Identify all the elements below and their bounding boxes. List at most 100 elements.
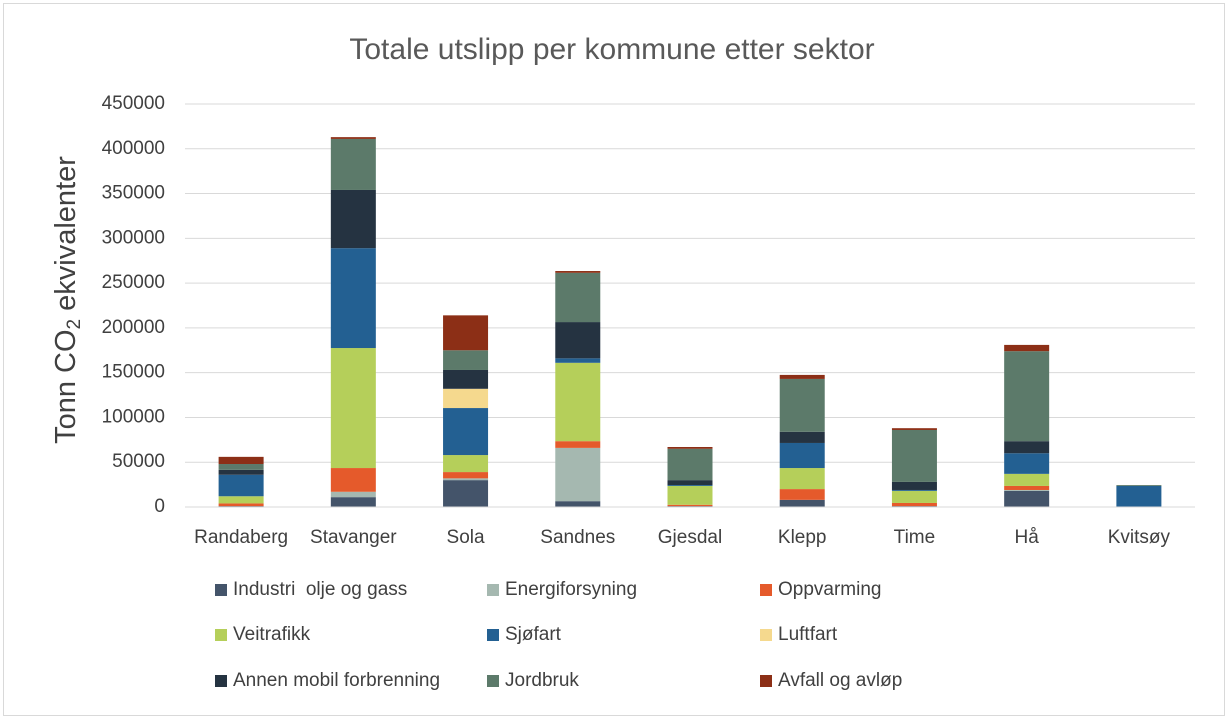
bar-segment [330,348,376,469]
bar-segment [1004,485,1050,490]
bar-segment [779,499,825,507]
legend-swatch [215,675,227,687]
bar-segment [443,472,489,479]
bar-segment [218,464,264,470]
legend-swatch [215,629,227,641]
bar-segment [1004,453,1050,474]
legend-swatch [487,584,499,596]
bar-segment [891,490,937,503]
y-axis-label-text: Tonn CO [50,329,82,443]
y-tick-label: 50000 [112,451,165,472]
legend-label: Oppvarming [778,579,882,600]
y-tick-label: 300000 [102,227,165,248]
bar-segment [891,428,937,430]
legend-label: Sjøfart [505,624,562,645]
bar-segment [1004,490,1050,507]
bar-segment [779,442,825,469]
bar-segment [443,315,489,351]
bar-segment [443,455,489,473]
y-tick-label: 250000 [102,272,165,293]
legend-swatch [760,629,772,641]
bar-segment [330,138,376,190]
bar-segment [443,480,489,507]
bar-segment [667,485,713,505]
bar-segment [555,362,601,442]
legend-swatch [215,584,227,596]
bar-segment [443,408,489,456]
bar-segment [667,480,713,486]
bar-segment [667,448,713,481]
y-tick-label: 200000 [102,317,165,338]
bar-segment [218,474,264,497]
bar-segment [555,501,601,507]
bar-segment [330,248,376,349]
bar-segment [555,272,601,323]
bar-segment [1116,485,1162,507]
bar-segment [891,429,937,482]
bar-segment [218,503,264,507]
bar-segment [218,469,264,475]
x-tick-label: Klepp [778,527,827,548]
y-tick-label: 0 [154,496,165,517]
bar-segment [667,446,713,449]
bar-segment [555,358,601,363]
bar-segment [330,137,376,139]
bar-segment [1004,473,1050,486]
bar-segment [330,189,376,249]
legend-label: Industri olje og gass [233,579,407,600]
y-tick-label: 450000 [102,93,165,114]
y-tick-label: 400000 [102,138,165,159]
bar-segment [330,497,376,507]
legend-label: Energiforsyning [505,579,637,600]
legend-label: Jordbruk [505,670,579,691]
legend-label: Avfall og avløp [778,670,902,691]
bar-segment [1004,489,1050,491]
bar-segment [667,485,713,486]
y-tick-label: 150000 [102,362,165,383]
legend-swatch [487,629,499,641]
x-tick-label: Sola [447,527,485,548]
legend-swatch [760,584,772,596]
bar-segment [779,374,825,379]
y-tick-label: 350000 [102,183,165,204]
x-tick-label: Gjesdal [658,527,722,548]
bar-segment [779,468,825,490]
legend-label: Annen mobil forbrenning [233,670,440,691]
y-axis-label-subscript: 2 [64,319,85,330]
bar-segment [555,441,601,448]
legend-label: Veitrafikk [233,624,311,645]
bar-segment [1004,344,1050,352]
x-tick-label: Stavanger [310,527,397,548]
bar-segment [218,496,264,504]
bar-segment [891,489,937,491]
bar-segment [1116,485,1162,486]
bar-segment [443,350,489,370]
x-tick-label: Randaberg [194,527,288,548]
bar-segment [667,504,713,507]
bar-segment [218,456,264,465]
bar-segment [891,502,937,507]
bar-segment [555,271,601,273]
y-tick-label: 100000 [102,406,165,427]
legend-label: Luftfart [778,624,838,645]
bar-segment [1004,351,1050,442]
bar-segment [1004,441,1050,454]
bar-segment [443,388,489,409]
bar-segment [779,431,825,443]
bar-segment [330,491,376,498]
x-tick-label: Time [894,527,936,548]
bar-segment [443,369,489,389]
bar-segment [779,378,825,432]
bar-segment [330,468,376,492]
x-tick-label: Sandnes [540,527,615,548]
bar-segment [555,322,601,359]
legend-swatch [487,675,499,687]
bar-segment [891,481,937,490]
legend-swatch [760,675,772,687]
bar-segment [555,447,601,502]
x-tick-label: Hå [1015,527,1040,548]
y-axis-label: Tonn CO2 ekvivalenter [50,156,85,444]
bar-segment [443,478,489,481]
bar-segment [779,489,825,500]
